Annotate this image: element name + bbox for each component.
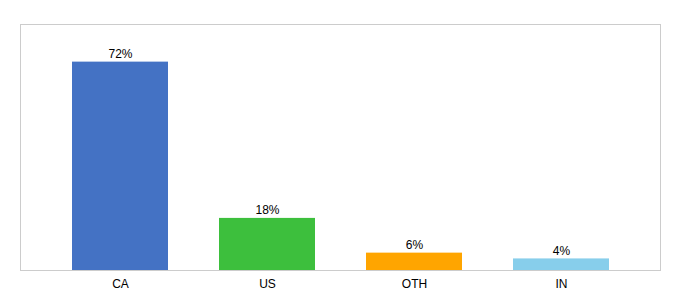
svg-text:4%: 4% — [553, 244, 571, 258]
svg-text:US: US — [259, 277, 276, 291]
svg-text:72%: 72% — [108, 47, 132, 61]
svg-text:OTH: OTH — [402, 277, 427, 291]
svg-text:6%: 6% — [406, 238, 424, 252]
svg-text:CA: CA — [112, 277, 129, 291]
svg-text:18%: 18% — [255, 203, 279, 217]
svg-text:IN: IN — [556, 277, 568, 291]
